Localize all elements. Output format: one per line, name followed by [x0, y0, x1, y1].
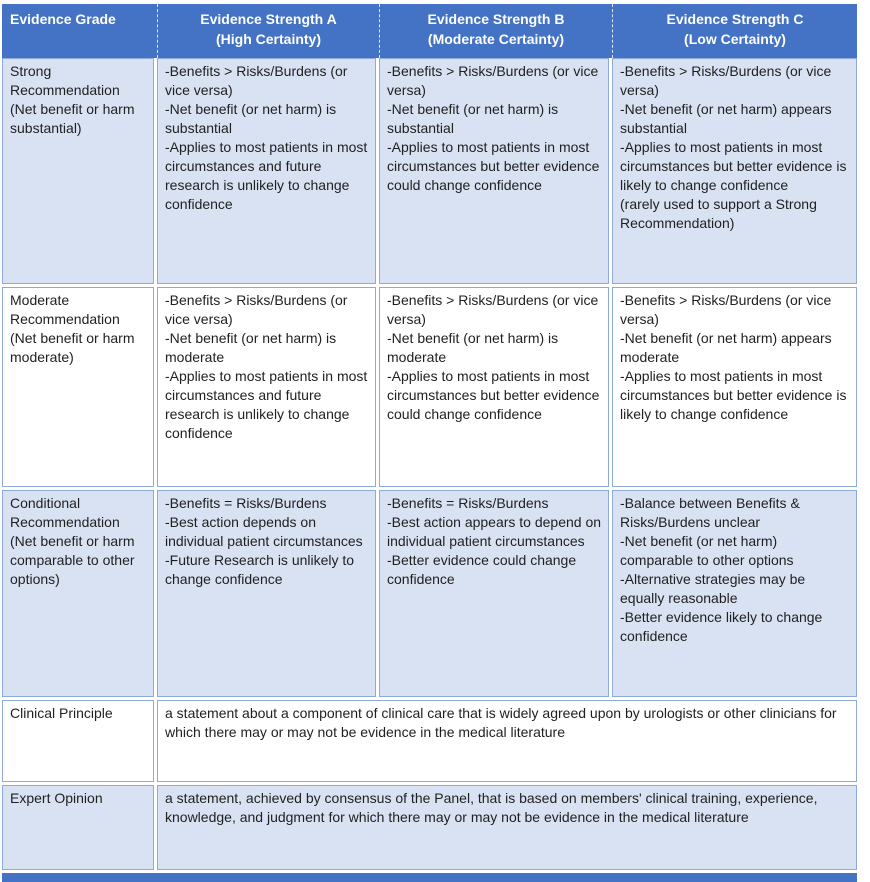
header-strength-b-title: Evidence Strength B: [427, 11, 565, 27]
cell-strong-a: -Benefits > Risks/Burdens (or vice versa…: [157, 58, 376, 284]
cell-moderate-a: -Benefits > Risks/Burdens (or vice versa…: [157, 287, 376, 487]
cell-expert-opinion-text: a statement, achieved by consensus of th…: [157, 785, 857, 870]
header-strength-c-subtitle: (Low Certainty): [684, 31, 786, 47]
header-strength-a: Evidence Strength A (High Certainty): [157, 4, 379, 58]
header-strength-a-title: Evidence Strength A: [200, 11, 337, 27]
cell-clinical-principle-text: a statement about a component of clinica…: [157, 700, 857, 782]
header-evidence-grade: Evidence Grade: [2, 4, 157, 58]
cell-moderate-b: -Benefits > Risks/Burdens (or vice versa…: [379, 287, 609, 487]
cell-conditional-c: -Balance between Benefits & Risks/Burden…: [612, 490, 857, 697]
header-strength-c-title: Evidence Strength C: [666, 11, 804, 27]
table-header-row: Evidence Grade Evidence Strength A (High…: [2, 4, 857, 58]
grade-cell-expert-opinion: Expert Opinion: [2, 785, 154, 870]
grade-cell-clinical-principle: Clinical Principle: [2, 700, 154, 782]
cell-strong-c: -Benefits > Risks/Burdens (or vice versa…: [612, 58, 857, 284]
cell-strong-b: -Benefits > Risks/Burdens (or vice versa…: [379, 58, 609, 284]
header-evidence-grade-label: Evidence Grade: [10, 11, 116, 27]
header-strength-b: Evidence Strength B (Moderate Certainty): [379, 4, 612, 58]
cell-conditional-a: -Benefits = Risks/Burdens -Best action d…: [157, 490, 376, 697]
header-strength-b-subtitle: (Moderate Certainty): [427, 31, 565, 47]
table-body: Strong Recommendation (Net benefit or ha…: [2, 58, 857, 870]
cell-moderate-c: -Benefits > Risks/Burdens (or vice versa…: [612, 287, 857, 487]
grade-cell-strong: Strong Recommendation (Net benefit or ha…: [2, 58, 154, 284]
cell-conditional-b: -Benefits = Risks/Burdens -Best action a…: [379, 490, 609, 697]
header-strength-c: Evidence Strength C (Low Certainty): [612, 4, 857, 58]
grade-cell-moderate: Moderate Recommendation (Net benefit or …: [2, 287, 154, 487]
table-bottom-bar: [2, 873, 857, 882]
header-strength-a-subtitle: (High Certainty): [216, 31, 321, 47]
grade-cell-conditional: Conditional Recommendation (Net benefit …: [2, 490, 154, 697]
